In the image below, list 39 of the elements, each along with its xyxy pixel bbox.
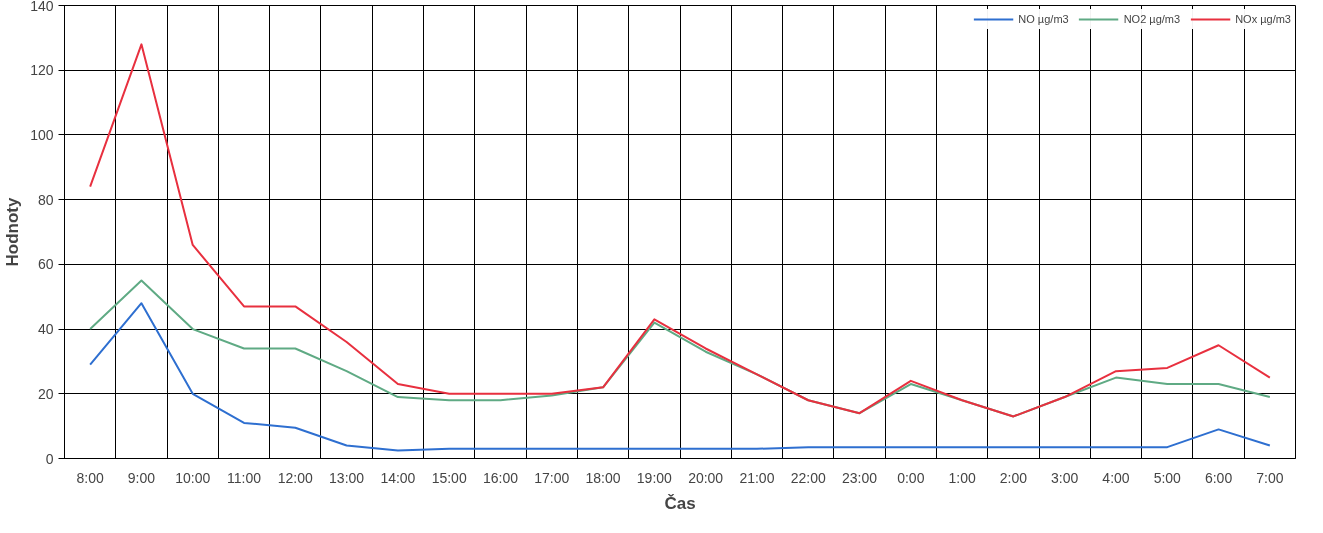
x-tick-label: 0:00 [897,469,925,486]
y-tick-label: 0 [45,450,54,467]
y-tick-label: 140 [30,0,54,14]
x-tick-label: 16:00 [482,469,519,486]
y-tick-label: 100 [30,126,54,143]
x-tick-label: 21:00 [739,469,775,486]
y-tick-label: 80 [37,191,54,208]
x-tick-label: 2:00 [999,469,1028,486]
y-axis-title: Hodnoty [3,196,23,267]
x-tick-label: 12:00 [277,469,314,486]
legend-label: NO2 µg/m3 [1123,13,1181,25]
x-tick-label: 10:00 [175,469,211,486]
x-tick-label: 13:00 [329,469,365,486]
y-tick-label: 40 [37,321,54,338]
legend-label: NO µg/m3 [1018,13,1069,25]
y-tick-label: 60 [37,256,54,273]
x-tick-label: 22:00 [790,469,826,486]
x-tick-label: 5:00 [1153,469,1182,486]
x-tick-label: 18:00 [585,469,621,486]
x-axis-title: Čas [664,493,696,513]
x-tick-label: 11:00 [227,469,262,486]
legend-label: NOx µg/m3 [1235,13,1291,25]
x-tick-label: 20:00 [688,469,724,486]
x-tick-label: 19:00 [636,469,673,486]
line-series [89,43,1271,418]
x-tick-label: 6:00 [1204,469,1233,486]
x-tick-label: 3:00 [1051,469,1079,486]
x-tick-label: 1:00 [948,469,976,486]
x-tick-label: 9:00 [127,469,156,486]
x-tick-label: 14:00 [380,469,416,486]
x-tick-label: 8:00 [76,469,104,486]
x-tick-label: 4:00 [1102,469,1130,486]
x-tick-label: 17:00 [534,469,570,486]
y-tick-label: 20 [37,385,54,402]
x-tick-label: 7:00 [1256,469,1284,486]
y-tick-label: 120 [30,62,54,79]
line-series [89,302,1271,452]
x-tick-label: 15:00 [431,469,467,486]
x-tick-label: 23:00 [842,469,878,486]
